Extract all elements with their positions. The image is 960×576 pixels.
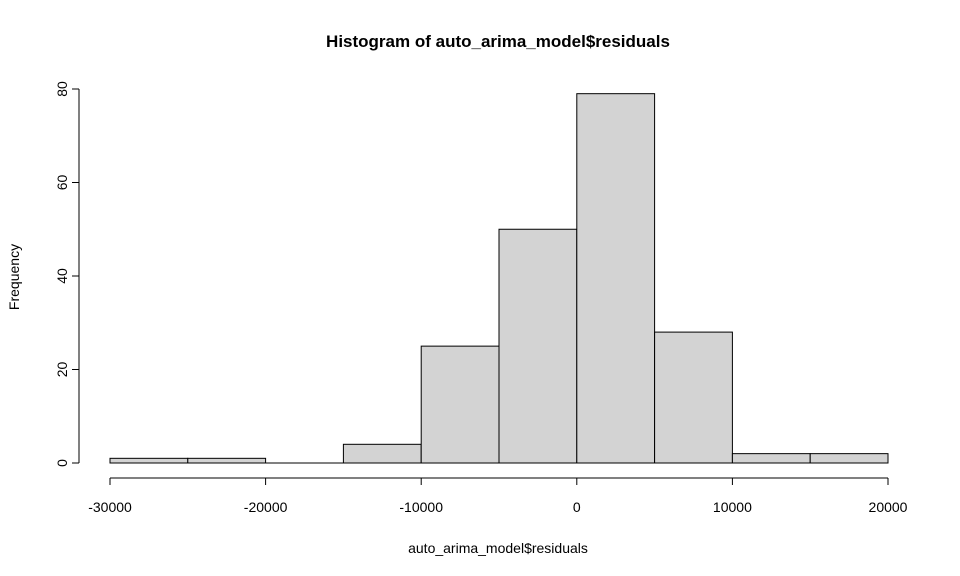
y-axis: 0 20 40 60 80 (54, 81, 80, 467)
x-tick-label: -20000 (244, 499, 288, 515)
y-tick-label: 40 (54, 268, 70, 284)
y-tick-label: 20 (54, 362, 70, 378)
bars-group (109, 93, 889, 464)
histogram-bar (187, 457, 267, 464)
x-axis-label: auto_arima_model$residuals (408, 540, 588, 556)
histogram-bar (731, 453, 811, 464)
histogram-bar (809, 453, 889, 464)
x-tick-label: -10000 (399, 499, 443, 515)
histogram-bar (420, 345, 500, 464)
histogram-bar (342, 443, 422, 464)
x-tick-label: 20000 (869, 499, 908, 515)
y-tick-label: 0 (54, 459, 70, 467)
x-tick-label: 10000 (713, 499, 752, 515)
histogram-bar (109, 457, 189, 464)
x-tick-label: 0 (573, 499, 581, 515)
histogram-bar (654, 331, 733, 464)
chart-title: Histogram of auto_arima_model$residuals (326, 32, 670, 51)
x-axis: -30000 -20000 -10000 0 10000 20000 (88, 477, 908, 515)
histogram-bar (498, 228, 578, 464)
y-tick-label: 60 (54, 175, 70, 191)
x-tick-label: -30000 (88, 499, 132, 515)
histogram-bar (576, 93, 656, 464)
y-axis-label: Frequency (6, 244, 22, 310)
y-tick-label: 80 (54, 81, 70, 97)
